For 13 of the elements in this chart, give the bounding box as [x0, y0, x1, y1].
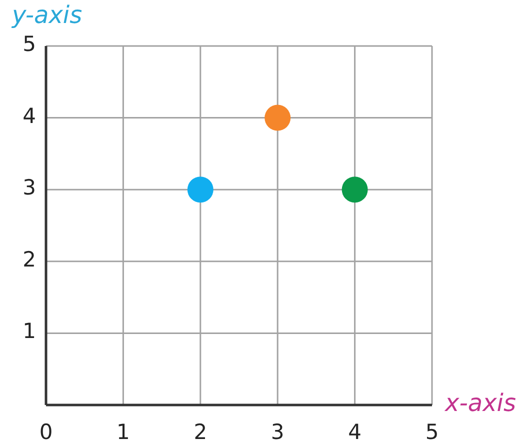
y-axis-title: y-axis	[12, 0, 82, 30]
y-tick-label: 2	[22, 247, 36, 272]
x-tick-label: 2	[194, 420, 208, 443]
x-axis-title: x-axis	[445, 388, 516, 418]
y-tick-label: 5	[22, 32, 36, 56]
y-tick-label: 1	[22, 319, 36, 344]
x-tick-label: 3	[270, 420, 284, 443]
x-tick-label: 0	[39, 420, 53, 443]
x-tick-label: 1	[116, 420, 130, 443]
x-tick-label: 5	[425, 420, 439, 443]
x-tick-label: 4	[348, 420, 362, 443]
y-tick-label: 3	[22, 176, 36, 200]
y-tick-label: 4	[22, 104, 36, 128]
